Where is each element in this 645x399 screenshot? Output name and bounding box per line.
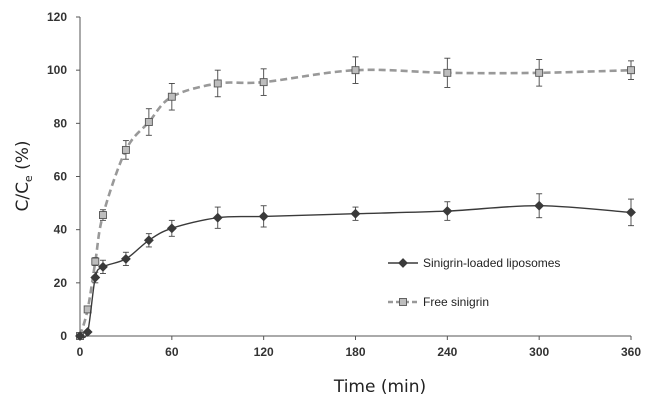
- data-point: [75, 331, 85, 341]
- axes: 0 60 120 180 240 300 360 0 20 40 60 80 100 120: [47, 10, 641, 359]
- data-point: [90, 272, 101, 283]
- series-sinigrin-loaded-liposomes: [75, 193, 636, 341]
- data-point: [534, 200, 545, 211]
- data-point: [98, 261, 108, 272]
- y-tick-label: 120: [47, 10, 67, 24]
- data-point: [120, 253, 131, 264]
- y-tick-label: 100: [47, 63, 67, 77]
- x-tick-label: 240: [437, 345, 457, 359]
- data-point: [258, 211, 269, 222]
- data-point: [443, 68, 452, 77]
- data-point: [121, 145, 130, 154]
- data-point: [350, 208, 361, 219]
- y-tick-label: 0: [60, 329, 67, 343]
- data-point: [213, 79, 222, 88]
- data-point: [99, 211, 107, 219]
- legend-marker: [399, 298, 407, 306]
- legend-label: Sinigrin-loaded liposomes: [423, 256, 560, 270]
- data-point: [351, 66, 360, 75]
- y-tick-label: 80: [54, 116, 68, 130]
- data-point: [82, 327, 93, 337]
- y-axis-title: C/Ce (%): [13, 140, 35, 211]
- x-tick-label: 180: [345, 345, 365, 359]
- legend-item-free-sinigrin: Free sinigrin: [388, 295, 489, 309]
- series-line: [79, 204, 632, 339]
- data-point: [627, 66, 635, 75]
- data-point: [166, 223, 177, 234]
- y-tick-label: 40: [54, 223, 68, 237]
- data-point: [144, 118, 153, 126]
- x-tick-label: 0: [77, 345, 84, 359]
- legend-item-sinigrin-loaded-liposomes: Sinigrin-loaded liposomes: [388, 256, 560, 270]
- legend-label: Free sinigrin: [423, 295, 489, 309]
- y-tick-label: 20: [54, 276, 68, 290]
- data-point: [535, 68, 544, 77]
- series-line: [78, 68, 632, 337]
- x-axis-title: Time (min): [333, 377, 426, 397]
- x-tick-label: 60: [165, 345, 179, 359]
- data-point: [212, 212, 223, 223]
- data-point: [442, 206, 453, 216]
- data-point: [259, 78, 268, 87]
- data-point: [91, 257, 100, 266]
- data-point: [143, 235, 154, 246]
- legend-marker: [398, 258, 408, 268]
- y-tick-label: 60: [54, 170, 68, 184]
- x-tick-label: 360: [621, 345, 641, 359]
- data-point: [167, 92, 176, 101]
- data-point: [626, 207, 636, 218]
- series-free-sinigrin: [76, 56, 635, 340]
- x-tick-label: 300: [529, 345, 549, 359]
- series-layer: [75, 56, 636, 341]
- x-tick-label: 120: [254, 345, 274, 359]
- legend: Sinigrin-loaded liposomes Free sinigrin: [388, 256, 560, 309]
